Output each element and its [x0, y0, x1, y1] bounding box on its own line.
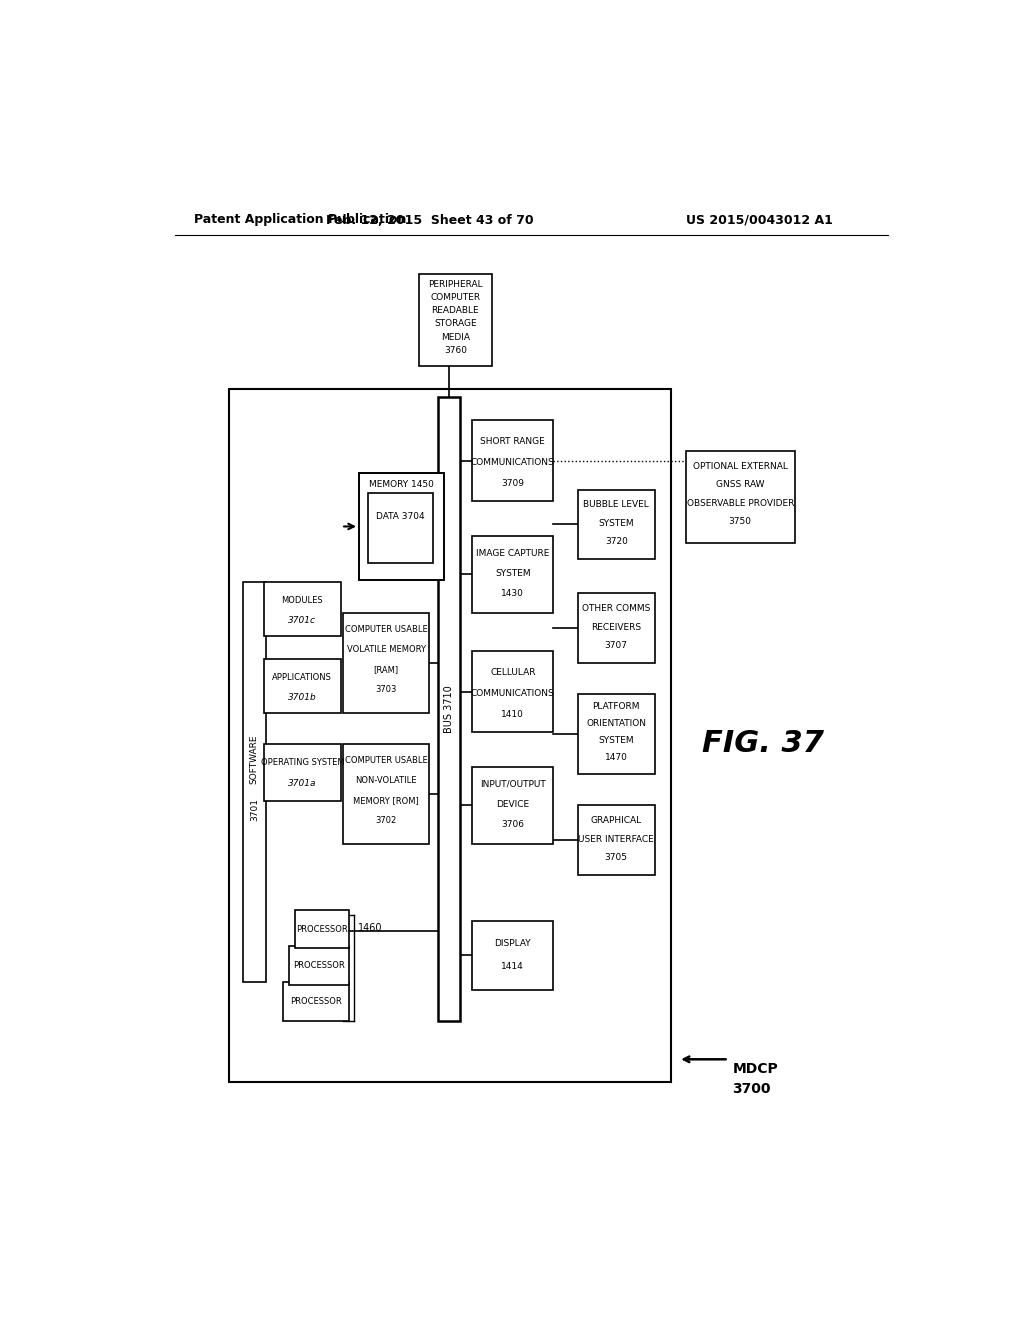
FancyBboxPatch shape [438, 397, 460, 1020]
FancyBboxPatch shape [243, 582, 266, 982]
Text: READABLE: READABLE [432, 306, 479, 315]
Text: COMPUTER USABLE: COMPUTER USABLE [345, 626, 427, 634]
FancyBboxPatch shape [343, 743, 429, 843]
Text: US 2015/0043012 A1: US 2015/0043012 A1 [686, 214, 833, 227]
FancyBboxPatch shape [472, 651, 554, 733]
Text: SYSTEM: SYSTEM [598, 737, 634, 744]
Text: 1410: 1410 [502, 710, 524, 719]
Text: MEMORY [ROM]: MEMORY [ROM] [353, 796, 419, 805]
Text: INPUT/OUTPUT: INPUT/OUTPUT [480, 780, 546, 789]
Text: 3720: 3720 [605, 537, 628, 546]
Text: APPLICATIONS: APPLICATIONS [272, 673, 333, 682]
FancyBboxPatch shape [263, 582, 341, 636]
Text: SYSTEM: SYSTEM [598, 519, 634, 528]
Text: 3701: 3701 [250, 797, 259, 821]
Text: 3701c: 3701c [289, 616, 316, 624]
Text: RECEIVERS: RECEIVERS [591, 623, 641, 632]
Text: USER INTERFACE: USER INTERFACE [579, 834, 654, 843]
Text: BUBBLE LEVEL: BUBBLE LEVEL [584, 500, 649, 510]
FancyBboxPatch shape [228, 389, 671, 1082]
Text: 3702: 3702 [376, 816, 396, 825]
FancyBboxPatch shape [578, 490, 655, 558]
Text: SOFTWARE: SOFTWARE [250, 734, 259, 784]
Text: OBSERVABLE PROVIDER: OBSERVABLE PROVIDER [686, 499, 794, 508]
FancyBboxPatch shape [295, 909, 349, 948]
Text: SHORT RANGE: SHORT RANGE [480, 437, 545, 446]
Text: 1460: 1460 [358, 924, 383, 933]
Text: 3760: 3760 [444, 346, 467, 355]
Text: Patent Application Publication: Patent Application Publication [194, 214, 407, 227]
Text: ORIENTATION: ORIENTATION [587, 719, 646, 729]
Text: 3705: 3705 [605, 853, 628, 862]
FancyBboxPatch shape [343, 612, 429, 713]
Text: 3707: 3707 [605, 642, 628, 651]
Text: 3706: 3706 [502, 820, 524, 829]
FancyBboxPatch shape [472, 420, 554, 502]
Text: BUS 3710: BUS 3710 [443, 685, 454, 733]
Text: 3700: 3700 [732, 1081, 771, 1096]
Text: [RAM]: [RAM] [374, 665, 398, 675]
Text: 3750: 3750 [729, 517, 752, 527]
FancyBboxPatch shape [369, 494, 433, 562]
Text: COMPUTER USABLE: COMPUTER USABLE [345, 756, 427, 766]
Text: MDCP: MDCP [732, 1061, 778, 1076]
Text: FIG. 37: FIG. 37 [702, 729, 824, 758]
FancyBboxPatch shape [359, 473, 444, 581]
FancyBboxPatch shape [263, 743, 341, 801]
Text: DATA 3704: DATA 3704 [377, 512, 425, 521]
Text: CELLULAR: CELLULAR [490, 668, 536, 677]
Text: OPTIONAL EXTERNAL: OPTIONAL EXTERNAL [693, 462, 787, 471]
Text: OPERATING SYSTEM: OPERATING SYSTEM [260, 758, 344, 767]
Text: MEMORY 1450: MEMORY 1450 [369, 480, 434, 490]
FancyBboxPatch shape [472, 536, 554, 612]
Text: 3703: 3703 [376, 685, 396, 694]
Text: DEVICE: DEVICE [497, 800, 529, 809]
FancyBboxPatch shape [263, 659, 341, 713]
Text: PROCESSOR: PROCESSOR [293, 961, 345, 970]
Text: MEDIA: MEDIA [441, 333, 470, 342]
FancyBboxPatch shape [419, 275, 493, 367]
Text: PLATFORM: PLATFORM [593, 702, 640, 711]
Text: NON-VOLATILE: NON-VOLATILE [355, 776, 417, 785]
FancyBboxPatch shape [578, 805, 655, 874]
Text: DISPLAY: DISPLAY [495, 940, 531, 948]
Text: SYSTEM: SYSTEM [495, 569, 530, 578]
Text: Feb. 12, 2015  Sheet 43 of 70: Feb. 12, 2015 Sheet 43 of 70 [327, 214, 535, 227]
Text: 1430: 1430 [502, 589, 524, 598]
Text: COMPUTER: COMPUTER [430, 293, 480, 302]
Text: COMMUNICATIONS: COMMUNICATIONS [471, 458, 555, 467]
Text: MODULES: MODULES [282, 595, 324, 605]
Text: GNSS RAW: GNSS RAW [716, 480, 765, 490]
Text: COMMUNICATIONS: COMMUNICATIONS [471, 689, 555, 698]
Text: GRAPHICAL: GRAPHICAL [591, 816, 642, 825]
FancyBboxPatch shape [289, 946, 349, 985]
Text: IMAGE CAPTURE: IMAGE CAPTURE [476, 549, 550, 558]
FancyBboxPatch shape [578, 693, 655, 775]
FancyBboxPatch shape [472, 767, 554, 843]
Text: 3701a: 3701a [288, 779, 316, 788]
Text: 3701b: 3701b [288, 693, 316, 702]
FancyBboxPatch shape [283, 982, 349, 1020]
Text: PROCESSOR: PROCESSOR [296, 925, 348, 933]
Text: 1470: 1470 [605, 752, 628, 762]
Text: VOLATILE MEMORY: VOLATILE MEMORY [346, 645, 426, 655]
Text: STORAGE: STORAGE [434, 319, 477, 329]
Text: 3709: 3709 [502, 479, 524, 488]
Text: PERIPHERAL: PERIPHERAL [428, 280, 482, 289]
FancyBboxPatch shape [686, 451, 795, 544]
Text: PROCESSOR: PROCESSOR [290, 997, 342, 1006]
FancyBboxPatch shape [472, 921, 554, 990]
Text: 1414: 1414 [502, 962, 524, 972]
Text: OTHER COMMS: OTHER COMMS [582, 605, 650, 614]
FancyBboxPatch shape [578, 594, 655, 663]
